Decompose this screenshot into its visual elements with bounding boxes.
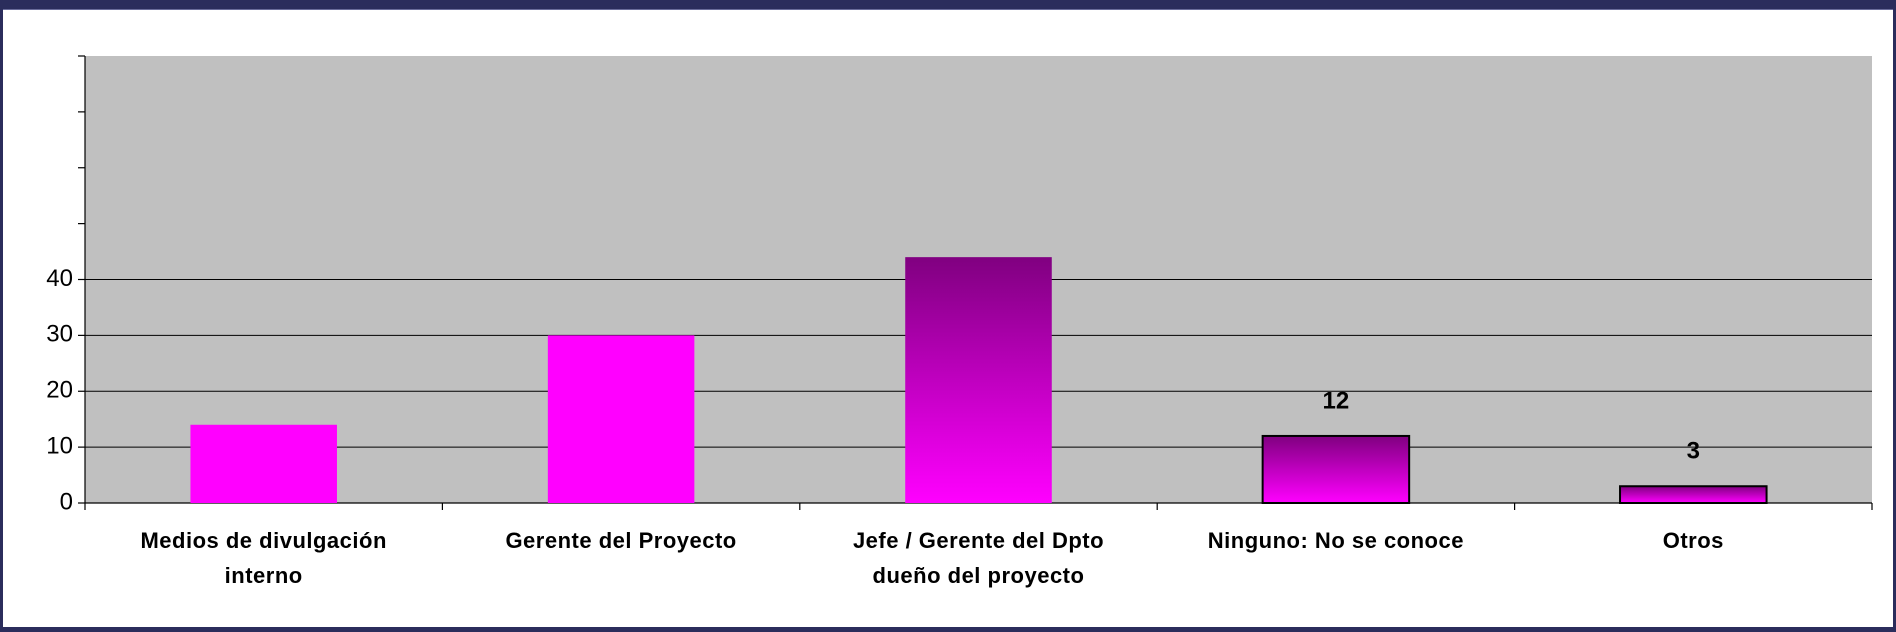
data-label: 12: [1323, 387, 1350, 414]
y-tick-label: 20: [46, 377, 73, 404]
y-tick-label: 10: [46, 432, 73, 459]
x-tick-label: Medios de divulgación interno: [140, 528, 387, 588]
y-tick-label: 0: [60, 488, 73, 515]
data-label: 3: [1687, 438, 1700, 465]
bar: [1261, 434, 1411, 505]
y-tick-label: 40: [46, 265, 73, 292]
bar: [190, 424, 337, 503]
x-tick-label: Jefe / Gerente del Dpto dueño del proyec…: [852, 528, 1105, 588]
x-tick-label: Ninguno: No se conoce: [1207, 528, 1464, 553]
x-tick-label: Otros: [1662, 528, 1724, 553]
x-tick-label: Gerente del Proyecto: [505, 528, 737, 553]
bar: [547, 335, 695, 503]
y-tick-label: 30: [46, 321, 73, 348]
bar: [905, 257, 1052, 503]
bar: [1619, 485, 1768, 504]
